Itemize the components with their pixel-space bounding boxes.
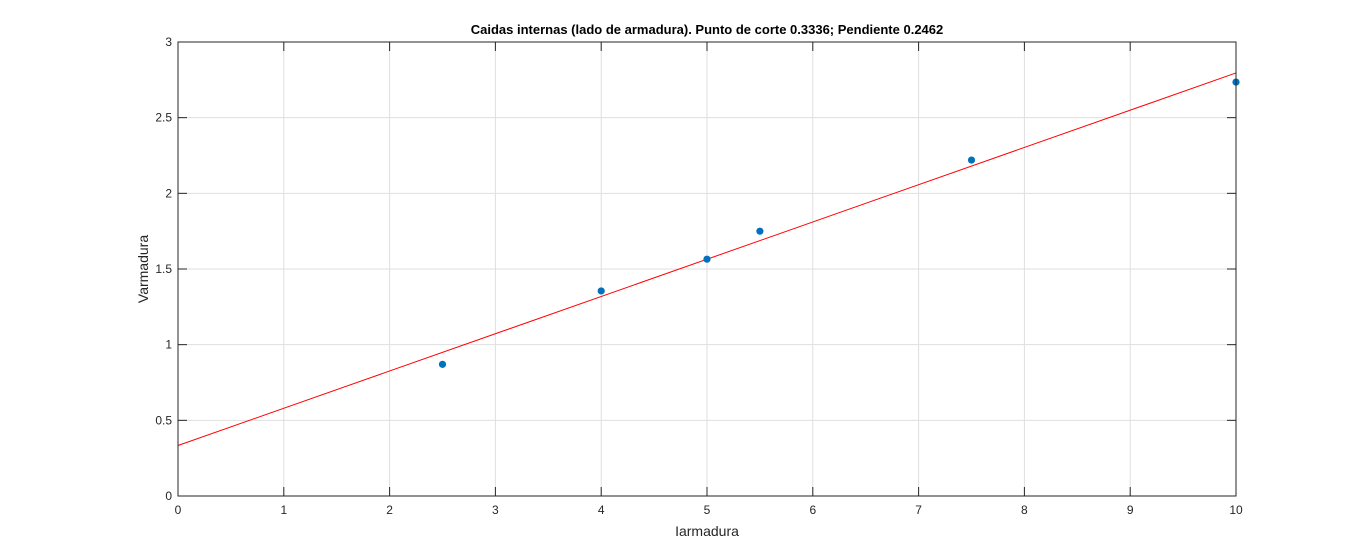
y-tick-label: 3: [165, 35, 172, 49]
x-axis-label: Iarmadura: [675, 523, 739, 539]
data-point: [438, 360, 447, 368]
x-tick-label: 5: [704, 503, 711, 517]
x-tick-label: 2: [386, 503, 393, 517]
x-axis-ticks: 0 1 2 3 4 5 6 7 8 9 10: [175, 42, 1243, 517]
y-tick-label: 2: [165, 186, 172, 200]
x-tick-label: 7: [915, 503, 922, 517]
x-tick-label: 9: [1127, 503, 1134, 517]
x-tick-label: 6: [809, 503, 816, 517]
x-tick-label: 4: [598, 503, 605, 517]
y-tick-label: 0: [165, 489, 172, 503]
data-point: [703, 255, 711, 263]
y-tick-label: 2.5: [155, 111, 172, 125]
y-tick-label: 1.5: [155, 262, 172, 276]
x-tick-label: 1: [280, 503, 287, 517]
x-tick-label: 0: [175, 503, 182, 517]
x-tick-label: 3: [492, 503, 499, 517]
y-axis-label: Varmadura: [135, 235, 151, 303]
grid-lines: [178, 42, 1236, 496]
data-point: [597, 287, 605, 295]
chart-title: Caidas internas (lado de armadura). Punt…: [471, 22, 944, 37]
y-tick-label: 0.5: [155, 413, 172, 427]
data-point: [756, 227, 764, 235]
x-tick-label: 8: [1021, 503, 1028, 517]
x-tick-label: 10: [1229, 503, 1243, 517]
y-tick-label: 1: [165, 338, 172, 352]
y-axis-ticks: 0 0.5 1 1.5 2 2.5 3: [155, 35, 1236, 503]
data-point: [967, 156, 976, 164]
